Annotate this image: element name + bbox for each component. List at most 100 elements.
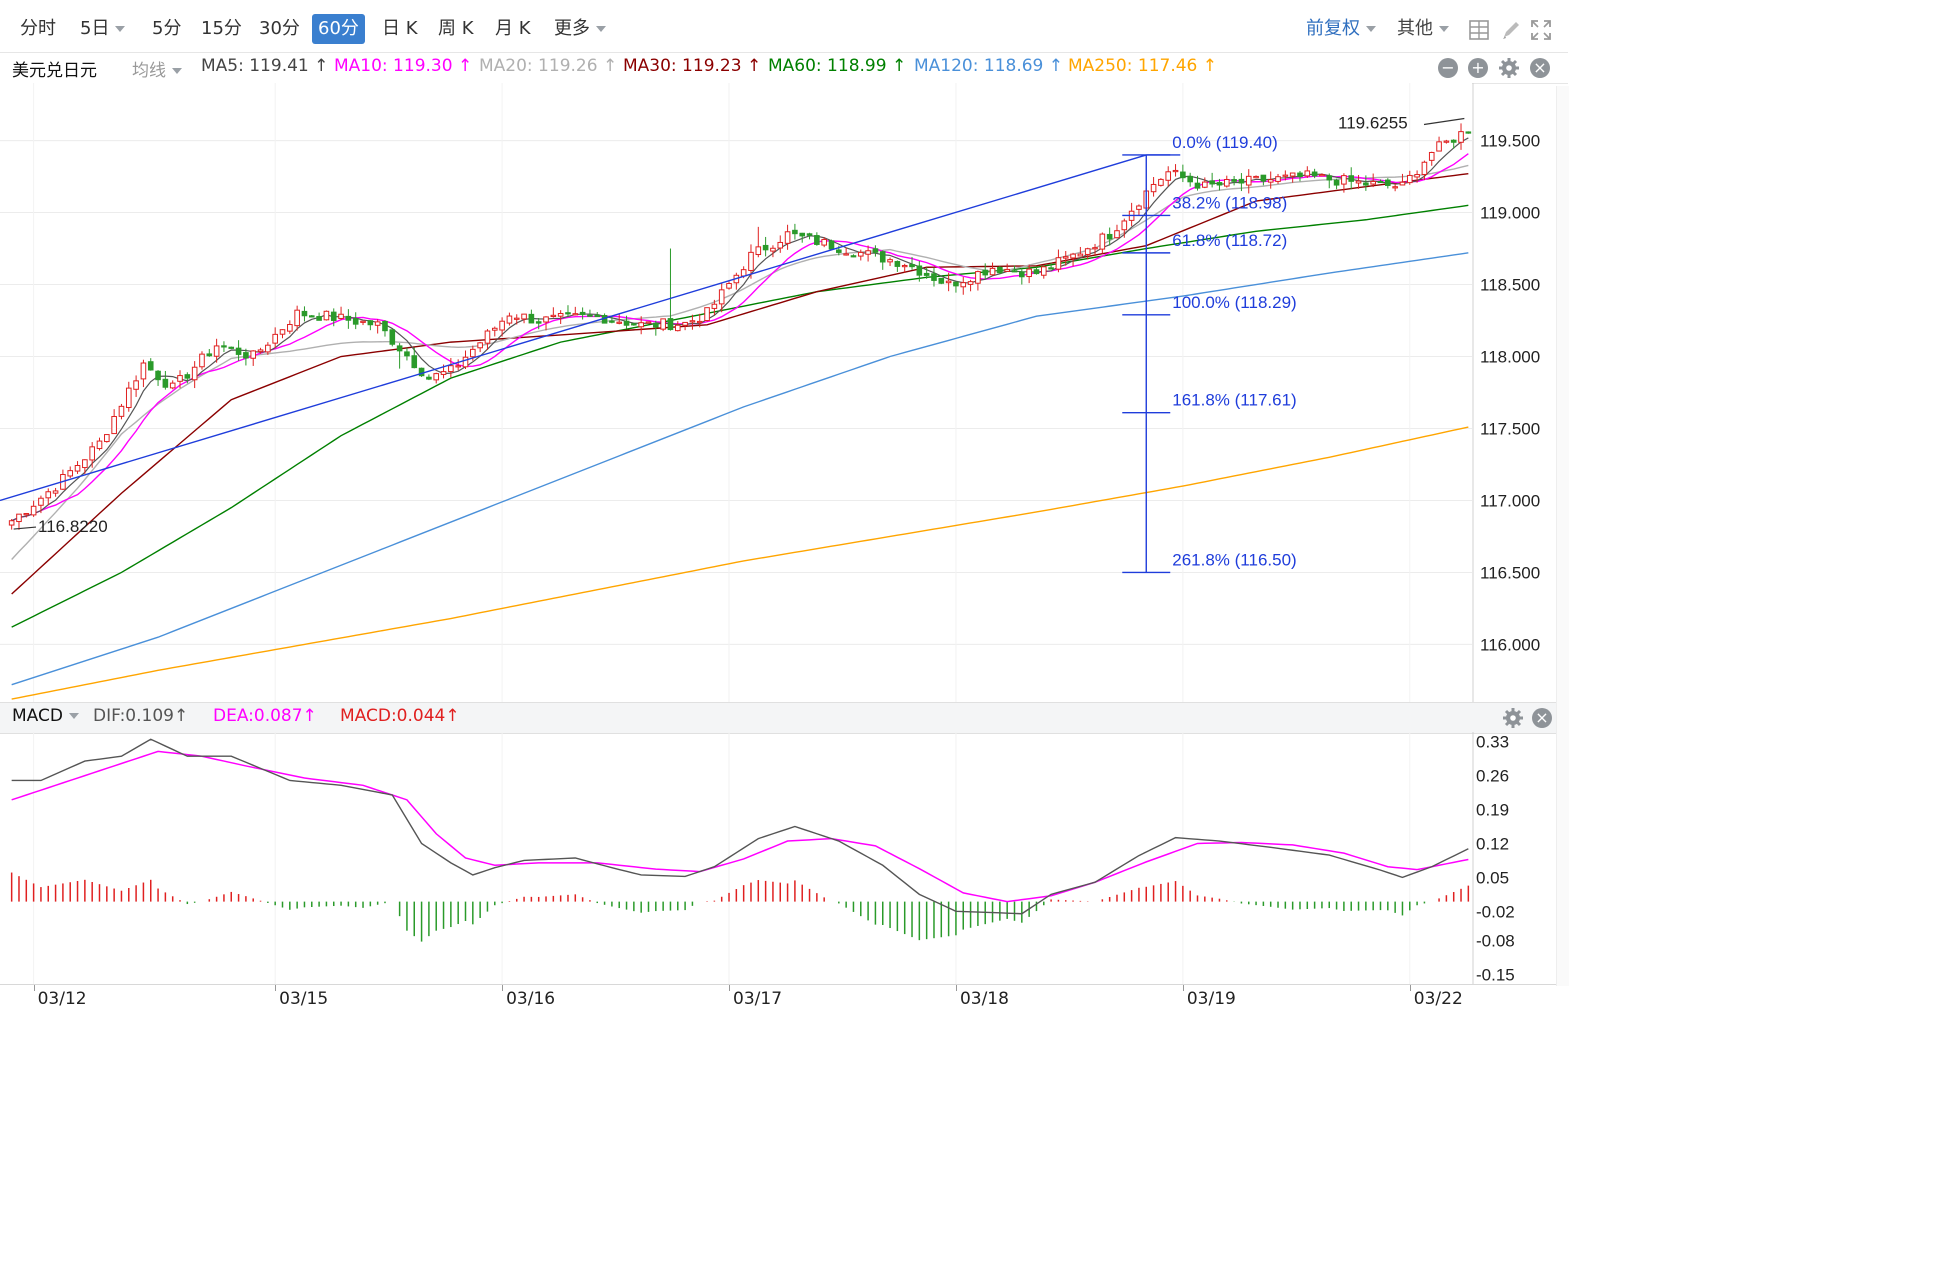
period-intraday[interactable]: 分时 xyxy=(20,18,56,39)
candle-body[interactable] xyxy=(674,324,681,332)
candle-body[interactable] xyxy=(1202,181,1208,188)
indicator-select[interactable]: 均线 xyxy=(132,56,182,81)
candle-body[interactable] xyxy=(448,365,454,373)
candle-body[interactable] xyxy=(923,272,930,276)
candle-body[interactable] xyxy=(8,520,15,526)
candle-body[interactable] xyxy=(140,362,147,380)
candle-body[interactable] xyxy=(799,232,806,237)
candle-body[interactable] xyxy=(243,352,249,359)
vertical-scrollbar[interactable] xyxy=(1556,86,1569,986)
period-30min[interactable]: 30分 xyxy=(259,18,300,39)
trend-line[interactable] xyxy=(0,154,1147,502)
candle-body[interactable] xyxy=(1040,266,1047,276)
candle-body[interactable] xyxy=(784,231,791,244)
candle-body[interactable] xyxy=(89,446,95,461)
candle-body[interactable] xyxy=(162,378,169,388)
candle-body[interactable] xyxy=(1033,269,1040,275)
candle-body[interactable] xyxy=(594,314,601,318)
candle-body[interactable] xyxy=(857,251,864,257)
candle-body[interactable] xyxy=(426,376,432,380)
macd-chart[interactable]: 0.33 0.26 0.19 0.12 0.05 -0.02 -0.08 -0.15 xyxy=(0,732,1568,984)
candle-body[interactable] xyxy=(330,311,337,321)
candle-body[interactable] xyxy=(301,310,308,317)
macd-indicator-select[interactable]: MACD xyxy=(12,706,79,726)
draw-pen-icon[interactable] xyxy=(1500,19,1522,41)
candle-body[interactable] xyxy=(1443,140,1450,143)
candle-body[interactable] xyxy=(587,314,593,317)
candle-body[interactable] xyxy=(1282,174,1289,177)
candle-body[interactable] xyxy=(1099,233,1106,250)
candle-body[interactable] xyxy=(975,271,981,284)
candle-body[interactable] xyxy=(748,251,754,271)
candle-body[interactable] xyxy=(1121,220,1128,231)
candle-body[interactable] xyxy=(543,316,549,323)
candle-body[interactable] xyxy=(484,330,491,344)
candle-body[interactable] xyxy=(653,322,659,328)
candle-body[interactable] xyxy=(155,370,161,381)
period-month-k[interactable]: 月 K xyxy=(495,18,531,39)
candle-body[interactable] xyxy=(30,505,37,516)
other-dropdown[interactable]: 其他 xyxy=(1397,14,1449,44)
candle-body[interactable] xyxy=(440,371,447,375)
candle-body[interactable] xyxy=(1377,180,1384,184)
candle-body[interactable] xyxy=(872,248,879,253)
candle-body[interactable] xyxy=(726,283,732,289)
candle-body[interactable] xyxy=(865,250,871,255)
candle-body[interactable] xyxy=(206,353,213,357)
candle-body[interactable] xyxy=(1223,178,1230,187)
candle-body[interactable] xyxy=(1260,174,1267,182)
candle-body[interactable] xyxy=(1267,179,1274,183)
candle-body[interactable] xyxy=(1238,178,1245,184)
candle-body[interactable] xyxy=(814,235,820,245)
candle-body[interactable] xyxy=(1363,182,1369,186)
candle-body[interactable] xyxy=(396,345,403,352)
candle-body[interactable] xyxy=(74,465,81,472)
candle-body[interactable] xyxy=(1253,175,1259,179)
candle-body[interactable] xyxy=(879,251,886,263)
grid-layout-icon[interactable] xyxy=(1468,19,1490,41)
candle-body[interactable] xyxy=(1392,186,1398,189)
candle-body[interactable] xyxy=(433,373,440,381)
candle-body[interactable] xyxy=(308,315,315,318)
candle-body[interactable] xyxy=(909,264,915,268)
candle-body[interactable] xyxy=(1187,175,1193,183)
candle-body[interactable] xyxy=(411,355,418,369)
candle-body[interactable] xyxy=(931,273,937,281)
candle-body[interactable] xyxy=(557,313,564,317)
candle-body[interactable] xyxy=(792,229,798,235)
candle-body[interactable] xyxy=(1062,256,1069,259)
candle-body[interactable] xyxy=(1465,131,1472,134)
candle-body[interactable] xyxy=(989,267,996,276)
candle-body[interactable] xyxy=(1084,248,1091,255)
candle-body[interactable] xyxy=(806,233,813,236)
candle-body[interactable] xyxy=(338,313,344,319)
gear-icon[interactable] xyxy=(1498,57,1520,79)
period-5min[interactable]: 5分 xyxy=(152,18,182,39)
candle-body[interactable] xyxy=(660,318,666,330)
candle-body[interactable] xyxy=(235,347,242,355)
candle-body[interactable] xyxy=(1414,174,1420,178)
candle-body[interactable] xyxy=(104,434,110,443)
candle-body[interactable] xyxy=(711,303,718,309)
candle-body[interactable] xyxy=(125,387,132,409)
candle-body[interactable] xyxy=(638,322,644,328)
candle-body[interactable] xyxy=(45,491,52,499)
candle-body[interactable] xyxy=(836,249,842,253)
period-5day[interactable]: 5日 xyxy=(74,14,131,44)
candle-body[interactable] xyxy=(38,497,44,506)
close-icon[interactable]: × xyxy=(1532,708,1552,728)
candle-body[interactable] xyxy=(382,320,388,332)
candle-body[interactable] xyxy=(689,320,696,323)
candle-body[interactable] xyxy=(345,315,352,321)
candle-body[interactable] xyxy=(1011,270,1018,273)
candlestick-chart[interactable]: 0.0% (119.40) 38.2% (118.98) 61.8% (118.72… xyxy=(0,83,1568,702)
candle-body[interactable] xyxy=(1216,182,1223,186)
candle-body[interactable] xyxy=(609,320,615,323)
candle-body[interactable] xyxy=(740,269,747,277)
candle-body[interactable] xyxy=(118,405,125,417)
candle-body[interactable] xyxy=(177,375,183,382)
candle-body[interactable] xyxy=(1245,175,1252,186)
minus-icon[interactable]: − xyxy=(1438,58,1458,78)
candle-body[interactable] xyxy=(506,315,513,324)
candle-body[interactable] xyxy=(1114,230,1120,239)
